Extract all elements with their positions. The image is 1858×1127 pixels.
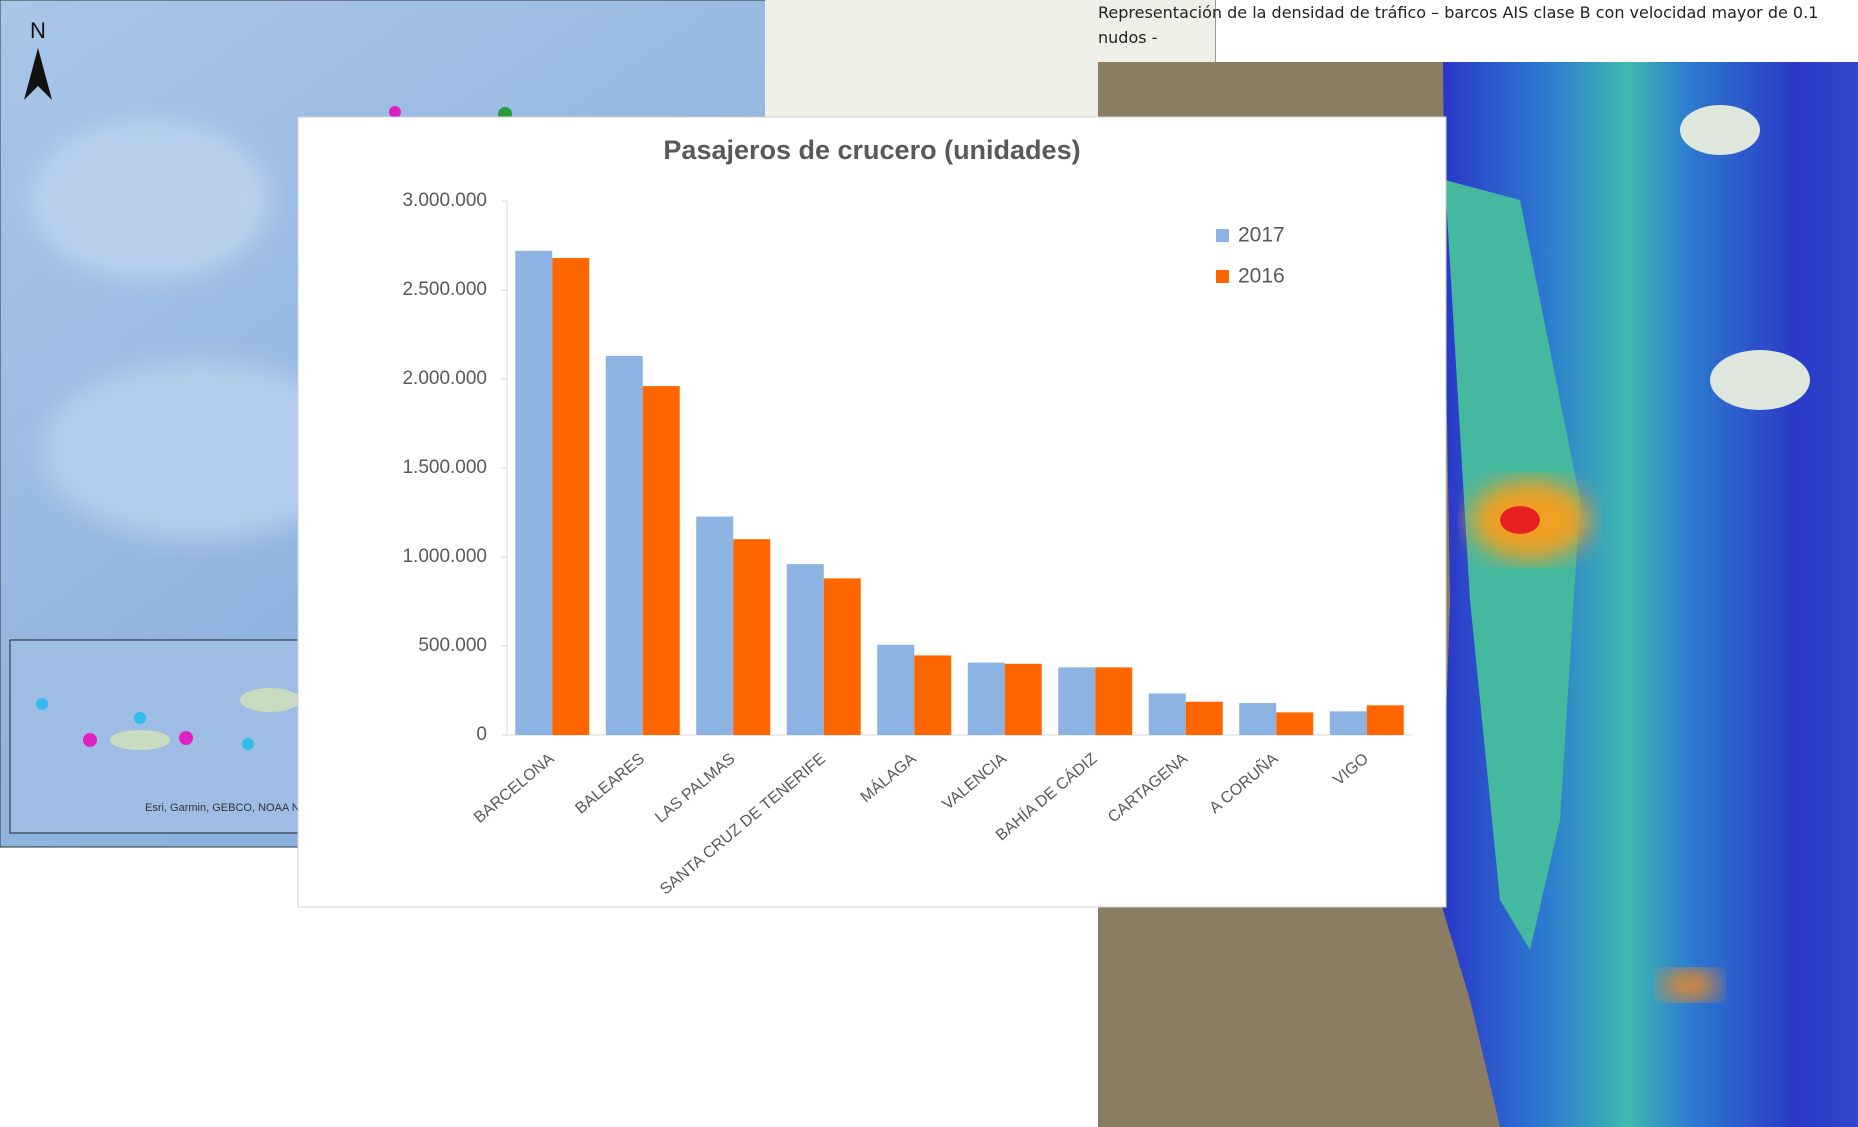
- bar: [1185, 701, 1223, 735]
- y-tick-label: 0: [476, 724, 487, 745]
- bar: [823, 578, 861, 735]
- bar: [1276, 712, 1314, 735]
- land-patch: [1710, 350, 1810, 410]
- bar: [1004, 663, 1042, 735]
- chart: Pasajeros de crucero (unidades) 0 500.000…: [297, 116, 1447, 908]
- hotspot: [1500, 506, 1540, 534]
- bar: [696, 516, 734, 735]
- bar: [642, 386, 680, 735]
- legend-label: 2016: [1238, 265, 1285, 288]
- marker: [134, 712, 146, 724]
- north-arrow: [24, 48, 52, 100]
- island: [240, 688, 300, 712]
- bar: [1366, 705, 1404, 735]
- chart-title: Pasajeros de crucero (unidades): [663, 135, 1080, 165]
- legend-label: 2017: [1238, 224, 1285, 247]
- bar: [1329, 711, 1367, 735]
- bar: [1239, 702, 1277, 735]
- y-tick-label: 3.000.000: [402, 190, 487, 211]
- bar: [733, 539, 771, 735]
- bar: [877, 644, 915, 735]
- bar: [552, 257, 590, 735]
- legend-swatch: [1216, 270, 1229, 283]
- legend-swatch: [1216, 229, 1229, 242]
- bar: [914, 655, 952, 735]
- marker: [36, 698, 48, 710]
- marker: [389, 106, 401, 118]
- y-tick-label: 1.000.000: [402, 546, 487, 567]
- y-tick-label: 2.500.000: [402, 279, 487, 300]
- density-mid: [1445, 180, 1580, 950]
- y-tick-label: 2.000.000: [402, 368, 487, 389]
- bar: [515, 250, 553, 735]
- bar: [967, 662, 1005, 735]
- hotspot: [1660, 970, 1720, 1000]
- bar: [1148, 693, 1186, 735]
- bar: [1095, 667, 1133, 735]
- marker: [83, 733, 97, 747]
- north-label: N: [30, 18, 46, 43]
- relief: [30, 120, 270, 280]
- marker: [242, 738, 254, 750]
- y-tick-label: 500.000: [418, 635, 487, 656]
- caption: Representación de la densidad de tráfico…: [1098, 3, 1819, 47]
- land-patch: [1680, 105, 1760, 155]
- bar: [605, 355, 643, 735]
- marker: [179, 731, 193, 745]
- island: [110, 730, 170, 750]
- heat-map: [1098, 62, 1858, 1127]
- bar: [1058, 667, 1096, 735]
- bar: [786, 564, 824, 735]
- y-tick-label: 1.500.000: [402, 457, 487, 478]
- relief: [40, 360, 360, 540]
- chart-background: [297, 116, 1447, 908]
